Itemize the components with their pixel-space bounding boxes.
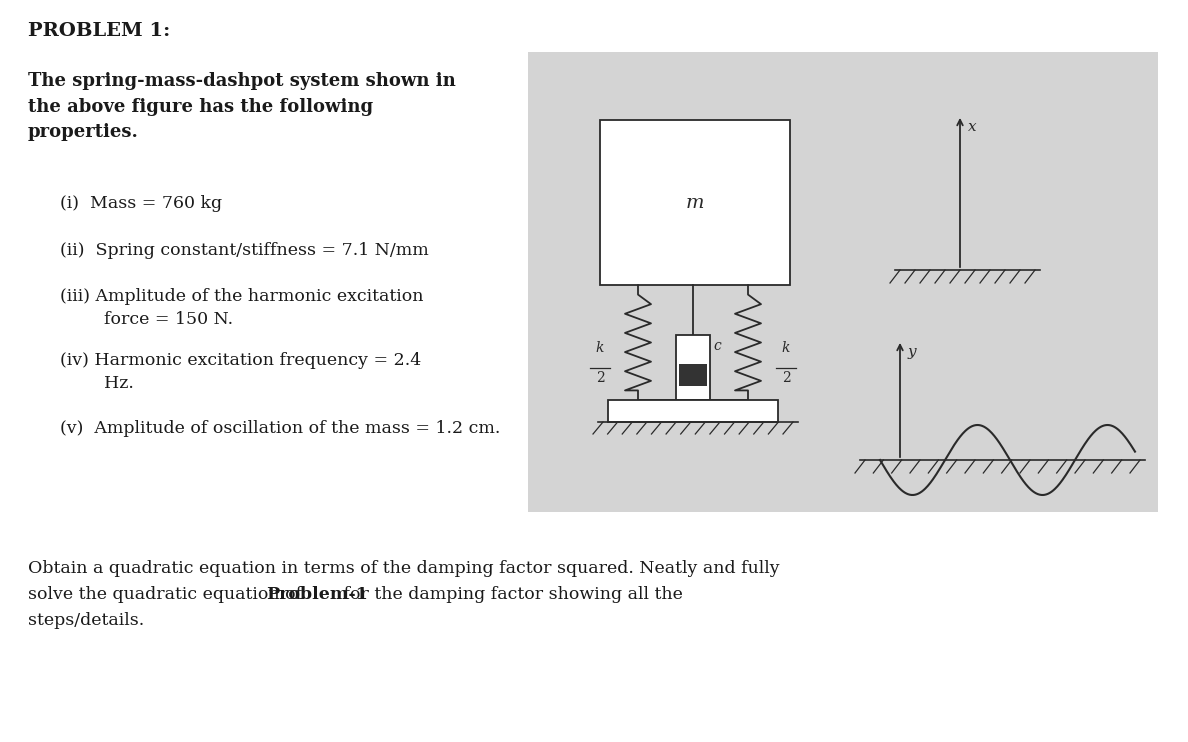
- Text: Obtain a quadratic equation in terms of the damping factor squared. Neatly and f: Obtain a quadratic equation in terms of …: [29, 560, 779, 577]
- Text: 2: 2: [595, 371, 605, 385]
- Text: Problem-1: Problem-1: [266, 586, 368, 603]
- Text: for the damping factor showing all the: for the damping factor showing all the: [339, 586, 683, 603]
- Text: PROBLEM 1:: PROBLEM 1:: [29, 22, 170, 40]
- Bar: [600, 120, 790, 285]
- Bar: [680, 364, 707, 386]
- Text: (v)  Amplitude of oscillation of the mass = 1.2 cm.: (v) Amplitude of oscillation of the mass…: [61, 420, 500, 437]
- Text: (iv) Harmonic excitation frequency = 2.4
        Hz.: (iv) Harmonic excitation frequency = 2.4…: [61, 352, 422, 393]
- Bar: [527, 52, 1158, 512]
- Bar: [676, 335, 710, 415]
- Text: x: x: [968, 120, 977, 134]
- Text: (iii) Amplitude of the harmonic excitation
        force = 150 N.: (iii) Amplitude of the harmonic excitati…: [61, 288, 423, 329]
- Text: (i)  Mass = 760 kg: (i) Mass = 760 kg: [61, 195, 222, 212]
- Text: y: y: [908, 345, 917, 359]
- Text: solve the quadratic equation of: solve the quadratic equation of: [29, 586, 308, 603]
- Text: The spring-mass-dashpot system shown in
the above figure has the following
prope: The spring-mass-dashpot system shown in …: [29, 72, 456, 142]
- Text: k: k: [596, 341, 605, 355]
- Text: m: m: [685, 194, 704, 211]
- Text: steps/details.: steps/details.: [29, 612, 144, 629]
- Text: 2: 2: [782, 371, 790, 385]
- Bar: [608, 400, 778, 422]
- Text: k: k: [782, 341, 790, 355]
- Text: (ii)  Spring constant/stiffness = 7.1 N/mm: (ii) Spring constant/stiffness = 7.1 N/m…: [61, 242, 429, 259]
- Text: c: c: [713, 339, 721, 353]
